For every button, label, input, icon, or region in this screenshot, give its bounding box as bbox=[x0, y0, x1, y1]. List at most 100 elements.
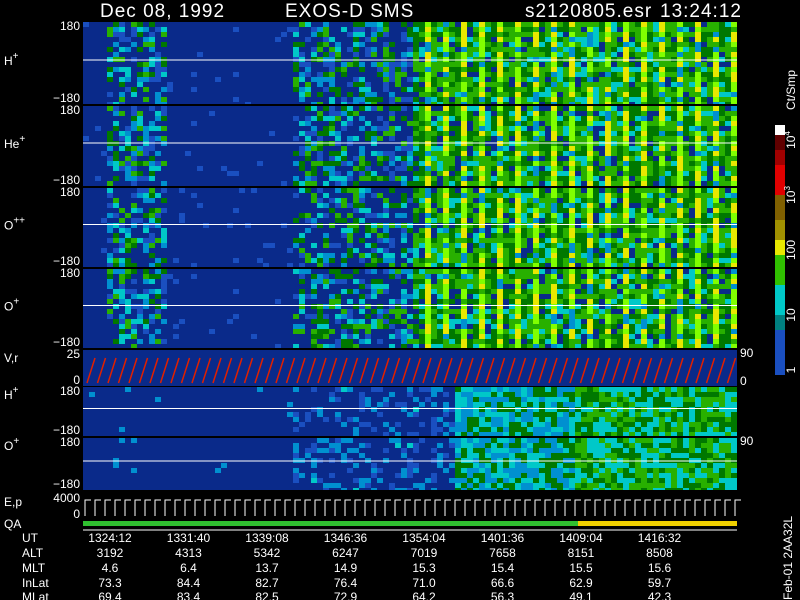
spectrogram-cell bbox=[665, 294, 671, 299]
spectrogram-cell bbox=[647, 258, 653, 263]
spectrogram-cell bbox=[617, 156, 623, 161]
spectrogram-cell bbox=[335, 448, 341, 453]
spectrogram-cell bbox=[431, 102, 437, 104]
spectrogram-cell bbox=[623, 299, 629, 304]
spectrogram-cell bbox=[695, 106, 701, 111]
spectrogram-cell bbox=[347, 309, 353, 314]
spectrogram-cell bbox=[479, 146, 485, 151]
spectrogram-cell bbox=[323, 438, 329, 443]
spectrogram-cell bbox=[611, 339, 617, 344]
spectrogram-cell bbox=[635, 253, 641, 258]
spectrogram-cell bbox=[479, 392, 485, 397]
spectrogram-cell bbox=[617, 274, 623, 279]
spectrogram-cell bbox=[725, 27, 731, 32]
spectrogram-cell bbox=[443, 228, 449, 233]
spectrogram-cell bbox=[461, 344, 467, 348]
spectrogram-cell bbox=[671, 32, 677, 37]
spectrogram-cell bbox=[119, 248, 125, 253]
spectrogram-cell bbox=[599, 208, 605, 213]
spectrogram-cell bbox=[713, 402, 719, 407]
spectrogram-cell bbox=[365, 483, 371, 488]
spectrogram-cell bbox=[617, 67, 623, 72]
spectrogram-cell bbox=[623, 427, 629, 432]
spectrogram-cell bbox=[635, 97, 641, 102]
spectrogram-cell bbox=[503, 402, 509, 407]
spectrogram-cell bbox=[473, 417, 479, 422]
spectrogram-cell bbox=[485, 121, 491, 126]
spectrogram-cell bbox=[683, 67, 689, 72]
spectrogram-cell bbox=[143, 294, 149, 299]
spectrogram-cell bbox=[587, 161, 593, 166]
spectrogram-cell bbox=[719, 151, 725, 156]
spectrogram-cell bbox=[719, 77, 725, 82]
spectrogram-cell bbox=[137, 121, 143, 126]
spectrogram-cell bbox=[413, 193, 419, 198]
spectrogram-cell bbox=[521, 188, 527, 193]
spectrogram-cell bbox=[659, 243, 665, 248]
spectrogram-cell bbox=[713, 289, 719, 294]
spectrogram-cell bbox=[719, 253, 725, 258]
spectrogram-cell bbox=[725, 151, 731, 156]
spectrogram-cell bbox=[605, 263, 611, 267]
spectrogram-cell bbox=[527, 203, 533, 208]
spectrogram-cell bbox=[533, 111, 539, 116]
spectrogram-cell bbox=[347, 438, 353, 443]
spectrogram-cell bbox=[353, 218, 359, 223]
spectrogram-cell bbox=[329, 52, 335, 57]
spectrogram-cell bbox=[401, 72, 407, 77]
spectrogram-cell bbox=[119, 438, 125, 443]
spectrogram-cell bbox=[377, 67, 383, 72]
spectrogram-cell bbox=[563, 402, 569, 407]
spectrogram-cell bbox=[491, 42, 497, 47]
spectrogram-cell bbox=[503, 412, 509, 417]
spectrogram-cell bbox=[413, 171, 419, 176]
spectrogram-cell bbox=[575, 279, 581, 284]
spectrogram-cell bbox=[335, 279, 341, 284]
spectrogram-cell bbox=[569, 166, 575, 171]
spectrogram-cell bbox=[101, 248, 107, 253]
spectrogram-cell bbox=[311, 243, 317, 248]
spectrogram-cell bbox=[401, 166, 407, 171]
spectrogram-cell bbox=[647, 67, 653, 72]
spectrogram-cell bbox=[605, 397, 611, 402]
spectrogram-cell bbox=[107, 146, 113, 151]
spectrogram-cell bbox=[689, 238, 695, 243]
spectrogram-cell bbox=[533, 294, 539, 299]
spectrogram-cell bbox=[527, 417, 533, 422]
spectrogram-cell bbox=[479, 412, 485, 417]
spectrogram-cell bbox=[587, 223, 593, 228]
spectrogram-cell bbox=[539, 77, 545, 82]
spectrogram-cell bbox=[119, 111, 125, 116]
spectrogram-cell bbox=[545, 329, 551, 334]
spectrogram-cell bbox=[683, 248, 689, 253]
spectrogram-cell bbox=[497, 208, 503, 213]
spectrogram-cell bbox=[377, 116, 383, 121]
spectrogram-cell bbox=[563, 392, 569, 397]
spectrogram-cell bbox=[491, 238, 497, 243]
spectrogram-cell bbox=[113, 42, 119, 47]
spectrogram-cell bbox=[443, 324, 449, 329]
spectrogram-cell bbox=[155, 151, 161, 156]
spectrogram-cell bbox=[503, 106, 509, 111]
spectrogram-cell bbox=[437, 269, 443, 274]
spectrogram-cell bbox=[521, 116, 527, 121]
spectrogram-cell bbox=[437, 171, 443, 176]
spectrogram-cell bbox=[491, 253, 497, 258]
spectrogram-cell bbox=[653, 392, 659, 397]
spectrogram-cell bbox=[401, 319, 407, 324]
spectrogram-cell bbox=[611, 181, 617, 186]
spectrogram-cell bbox=[713, 22, 719, 27]
spectrogram-cell bbox=[527, 253, 533, 258]
spectrogram-cell bbox=[389, 324, 395, 329]
spectrogram-cell bbox=[623, 161, 629, 166]
spectrogram-cell bbox=[371, 488, 377, 490]
spectrogram-cell bbox=[335, 339, 341, 344]
spectrogram-cell bbox=[683, 126, 689, 131]
spectrogram-cell bbox=[557, 208, 563, 213]
spectrogram-cell bbox=[149, 166, 155, 171]
spectrogram-cell bbox=[611, 208, 617, 213]
spectrogram-cell bbox=[623, 32, 629, 37]
spectrogram-cell bbox=[461, 258, 467, 263]
spectrogram-cell bbox=[713, 324, 719, 329]
spectrogram-cell bbox=[527, 397, 533, 402]
